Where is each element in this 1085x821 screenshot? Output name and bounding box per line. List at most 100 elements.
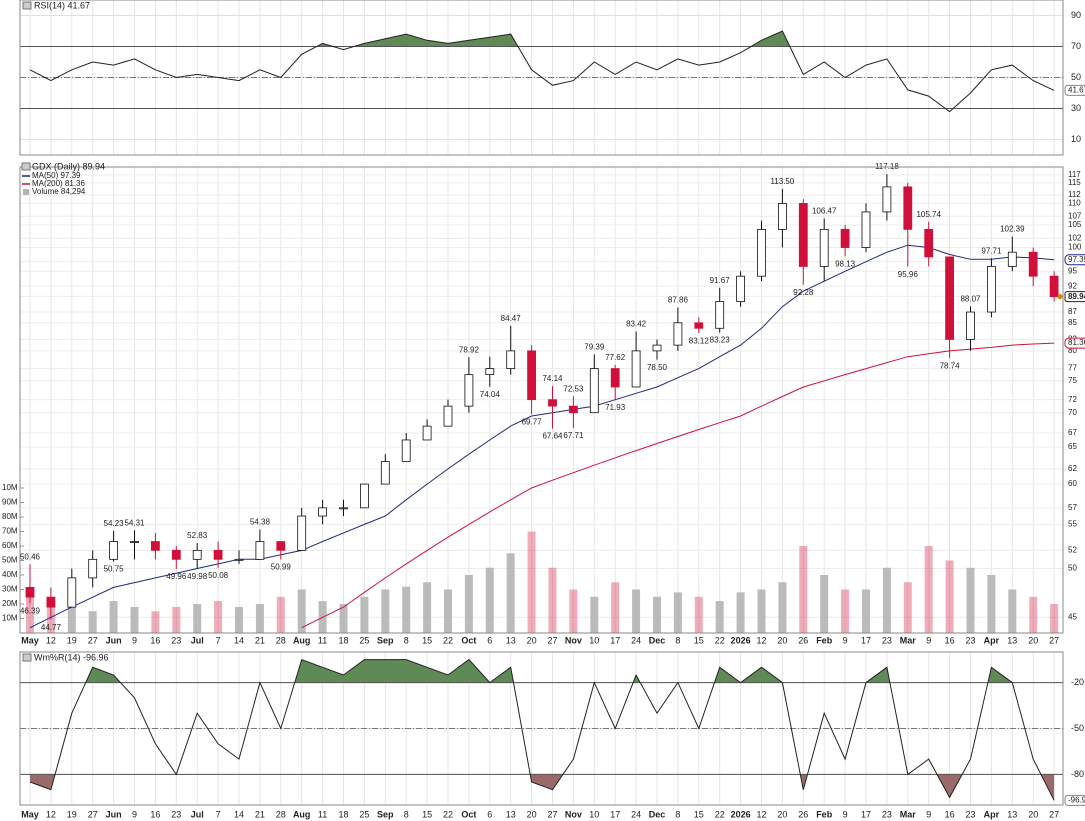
- x-tick-label: 27: [88, 809, 98, 819]
- y2-tick-label: 40M: [2, 570, 18, 579]
- band-fill: [30, 774, 1055, 801]
- value-tag: [1064, 254, 1085, 266]
- price-annotation: 83.23: [710, 336, 731, 345]
- indicator-line: [29, 658, 1055, 801]
- y-tick-label: 87: [1068, 307, 1077, 316]
- x-tick-label: 14: [234, 809, 244, 819]
- volume-bar: [172, 606, 181, 633]
- price-annotation: 74.14: [542, 374, 563, 383]
- x-tick-label: 24: [631, 635, 641, 645]
- volume-bar: [339, 604, 348, 633]
- x-tick-label: 17: [861, 809, 871, 819]
- volume-bar: [569, 589, 578, 633]
- volume-bar: [673, 592, 682, 633]
- x-tick-label: Jun: [106, 809, 122, 819]
- x-tick-label: 8: [404, 635, 409, 645]
- volume-bar: [464, 575, 473, 633]
- ma-line: [301, 342, 1055, 629]
- volume-bar: [882, 567, 891, 633]
- title-icon: [21, 162, 31, 171]
- x-tick-label: 13: [1007, 809, 1017, 819]
- price-annotation: 69.77: [522, 417, 543, 426]
- price-annotation: 91.67: [710, 276, 731, 285]
- price-annotation: 83.42: [626, 320, 647, 329]
- x-tick-label: 25: [359, 635, 369, 645]
- y-tick-label: 110: [1068, 199, 1081, 208]
- volume-bar: [653, 596, 661, 633]
- volume-bar: [444, 589, 452, 633]
- candle-body: [213, 549, 223, 560]
- price-annotation: 49.96: [166, 572, 187, 581]
- value-tag-text: 81.36: [1068, 338, 1085, 347]
- x-tick-label: Nov: [565, 635, 582, 645]
- x-tick-label: 26: [798, 809, 808, 819]
- x-tick-label: 20: [527, 635, 537, 645]
- candle-body: [380, 461, 390, 485]
- value-tag: [1064, 337, 1085, 349]
- volume-bar: [736, 592, 745, 633]
- legend-label: MA(50) 97.39: [32, 171, 81, 180]
- value-tag-text: 97.39: [1068, 255, 1085, 264]
- x-tick-label: 9: [926, 635, 931, 645]
- volume-bar: [130, 606, 139, 633]
- price-annotation: 72.53: [563, 384, 584, 393]
- x-tick-label: 8: [675, 635, 680, 645]
- y2-tick-label: 10M: [2, 614, 18, 623]
- price-annotation: 97.71: [981, 246, 1002, 255]
- x-tick-label: 9: [132, 635, 137, 645]
- volume-bar: [88, 611, 97, 633]
- price-title: GDX (Daily) 89.94: [32, 161, 105, 171]
- x-tick-label: 8: [404, 809, 409, 819]
- y-tick-label: 67: [1068, 428, 1077, 437]
- y2-tick-label: 50M: [2, 556, 18, 565]
- x-tick-label: 23: [882, 809, 892, 819]
- x-tick-label: May: [21, 809, 39, 819]
- candle-body: [339, 507, 348, 510]
- candle-body: [192, 549, 202, 560]
- price-annotation: 83.12: [689, 336, 710, 345]
- candle-body: [1028, 251, 1038, 277]
- x-tick-label: 20: [777, 635, 787, 645]
- x-tick-label: Aug: [293, 635, 311, 645]
- x-tick-label: Feb: [816, 809, 833, 819]
- candle-body: [443, 405, 453, 427]
- x-tick-label: 11: [318, 635, 327, 645]
- volume-bar: [193, 604, 202, 633]
- x-tick-label: Apr: [984, 809, 1000, 819]
- value-tag-text: 89.94: [1068, 292, 1085, 301]
- x-tick-label: Dec: [649, 809, 666, 819]
- price-annotation: 105.74: [916, 210, 941, 219]
- candle-body: [276, 541, 286, 551]
- y-tick-label: 90: [1071, 10, 1081, 20]
- price-annotation: 77.62: [605, 353, 626, 362]
- candle-body: [422, 425, 432, 441]
- candle-body: [527, 350, 536, 401]
- x-tick-label: 14: [234, 635, 244, 645]
- price-annotation: 78.92: [459, 345, 480, 354]
- indicator-line: [29, 30, 1055, 113]
- volume-bar: [966, 567, 975, 633]
- x-tick-label: 12: [46, 635, 56, 645]
- candle-body: [652, 344, 662, 352]
- volume-bar: [235, 606, 243, 633]
- candle-body: [966, 311, 975, 340]
- volume-bar: [841, 589, 850, 633]
- y-tick-label: 102: [1068, 233, 1082, 242]
- volume-bar: [548, 567, 557, 633]
- x-tick-label: Aug: [293, 809, 311, 819]
- x-tick-label: 22: [715, 635, 725, 645]
- y-tick-label: 10: [1071, 134, 1081, 144]
- price-annotation: 50.75: [104, 565, 125, 574]
- volume-bar: [1008, 589, 1017, 633]
- value-tag: [1064, 794, 1085, 806]
- x-tick-label: 10: [589, 635, 599, 645]
- volume-bar: [67, 606, 76, 633]
- x-tick-label: 21: [255, 809, 265, 819]
- price-annotation: 98.13: [835, 259, 856, 268]
- price-annotation: 54.38: [250, 518, 271, 527]
- candle-body: [1049, 275, 1059, 298]
- x-tick-label: 20: [1028, 635, 1038, 645]
- price-annotation: 87.86: [668, 296, 689, 305]
- value-tag-text: 41.67: [1068, 86, 1085, 95]
- volume-bar: [26, 596, 34, 633]
